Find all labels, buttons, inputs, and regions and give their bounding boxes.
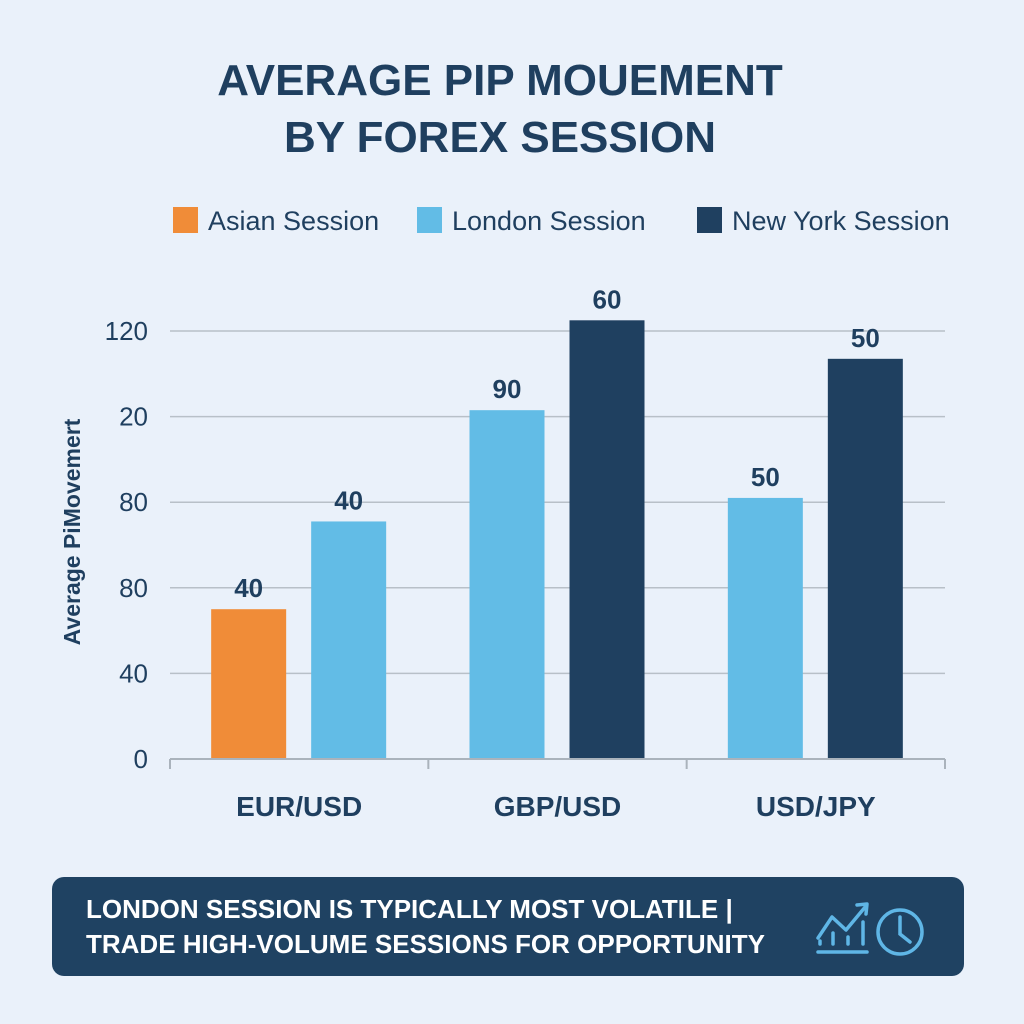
data-label: 60	[593, 284, 622, 314]
y-tick-label: 80	[119, 487, 148, 517]
y-tick-label: 80	[119, 573, 148, 603]
data-label: 40	[334, 485, 363, 515]
bar	[727, 497, 803, 759]
data-label: 40	[234, 573, 263, 603]
legend-label: New York Session	[732, 206, 950, 236]
x-tick-label: USD/JPY	[756, 791, 876, 822]
y-tick-label: 40	[119, 658, 148, 688]
chart-title-line-2: BY FOREX SESSION	[284, 113, 716, 162]
legend-label: Asian Session	[208, 206, 379, 236]
bar	[827, 358, 903, 759]
banner-line-1: LONDON SESSION IS TYPICALLY MOST VOLATIL…	[86, 894, 733, 924]
data-label: 50	[851, 323, 880, 353]
x-tick-label: GBP/USD	[494, 791, 622, 822]
legend-swatch	[173, 207, 198, 233]
banner-background	[52, 877, 964, 976]
data-label: 50	[751, 462, 780, 492]
bar	[311, 521, 387, 759]
clock-icon	[876, 908, 924, 956]
bars: 40 40 90 60 50 50	[211, 284, 903, 759]
data-label: 90	[493, 374, 522, 404]
bar	[569, 320, 645, 759]
legend-swatch	[417, 207, 442, 233]
x-axis: EUR/USD GBP/USD USD/JPY	[169, 758, 946, 822]
bar	[211, 609, 287, 759]
legend-label: London Session	[452, 206, 646, 236]
y-tick-label: 0	[134, 744, 148, 774]
y-axis-label: Average PiMovemert	[59, 418, 85, 645]
chart-title-line-1: AVERAGE PIP MOUEMENT	[217, 56, 783, 105]
y-tick-label: 120	[105, 316, 148, 346]
banner-line-2: TRADE HIGH-VOLUME SESSIONS FOR OPPORTUNI…	[86, 929, 765, 959]
legend: Asian Session London Session New York Sess…	[173, 206, 950, 236]
grid: 0 40 80 80 20 120	[105, 316, 945, 774]
y-tick-label: 20	[119, 402, 148, 432]
bar	[469, 410, 545, 759]
x-tick-label: EUR/USD	[236, 791, 362, 822]
growth-chart-icon	[816, 902, 869, 954]
legend-swatch	[697, 207, 722, 233]
insight-banner: LONDON SESSION IS TYPICALLY MOST VOLATIL…	[52, 877, 964, 976]
